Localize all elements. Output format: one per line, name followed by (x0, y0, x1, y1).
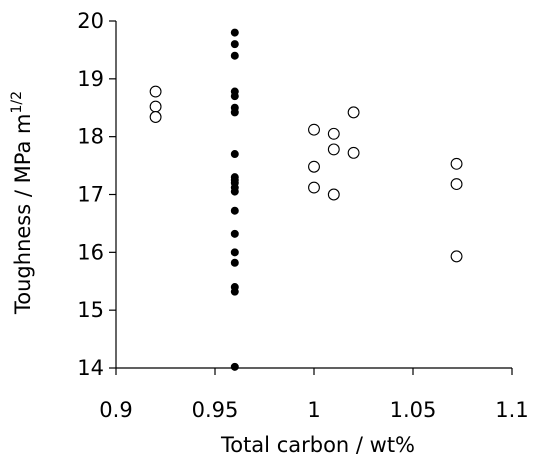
filled-data-point (230, 248, 239, 257)
y-tick-label: 16 (77, 240, 104, 264)
filled-data-point (230, 258, 239, 267)
open-data-point (149, 100, 162, 113)
y-tick-label: 17 (77, 183, 104, 207)
open-data-point (327, 127, 340, 140)
open-data-point (308, 123, 320, 136)
y-tick-label: 15 (77, 298, 104, 322)
open-data-point (450, 157, 463, 170)
filled-data-point (230, 362, 239, 371)
open-data-point (308, 181, 320, 194)
filled-data-point (230, 150, 239, 159)
y-tick-label: 14 (77, 356, 104, 380)
y-tick-label: 18 (77, 125, 104, 149)
open-data-point (308, 160, 320, 173)
open-data-point (347, 146, 360, 159)
y-tick-label: 19 (77, 67, 104, 91)
y-axis-title: Toughness / MPa m1/2 (9, 91, 35, 315)
filled-data-point (230, 229, 239, 238)
filled-data-point (230, 28, 239, 37)
x-axis-ticks: 0.9 0.95 1 1.05 1.1 (99, 368, 529, 422)
y-axis-title-superscript: 1/2 (9, 91, 25, 114)
filled-data-point (230, 92, 239, 101)
x-axis-title: Total carbon / wt% (220, 433, 415, 457)
x-tick-label: 0.95 (192, 398, 239, 422)
open-data-point (327, 143, 340, 156)
data-points (149, 28, 463, 371)
open-data-point (450, 250, 463, 263)
open-data-point (149, 111, 162, 123)
filled-data-point (230, 108, 239, 117)
x-tick-label: 0.9 (99, 398, 132, 422)
x-tick-label: 1.05 (390, 398, 437, 422)
x-tick-label: 1 (307, 398, 320, 422)
y-axis-ticks: 14 15 16 17 18 19 20 (77, 9, 116, 380)
open-data-point (450, 178, 463, 191)
filled-data-point (230, 51, 239, 60)
open-data-point (149, 85, 162, 98)
y-axis-title-main: Toughness / MPa m (11, 114, 35, 315)
open-data-point (327, 188, 340, 201)
filled-data-point (230, 206, 239, 215)
y-tick-label: 20 (77, 9, 104, 33)
open-data-point (347, 106, 360, 119)
filled-data-point (230, 40, 239, 49)
filled-data-point (230, 187, 239, 196)
filled-data-point (230, 287, 239, 296)
x-tick-label: 1.1 (495, 398, 528, 422)
